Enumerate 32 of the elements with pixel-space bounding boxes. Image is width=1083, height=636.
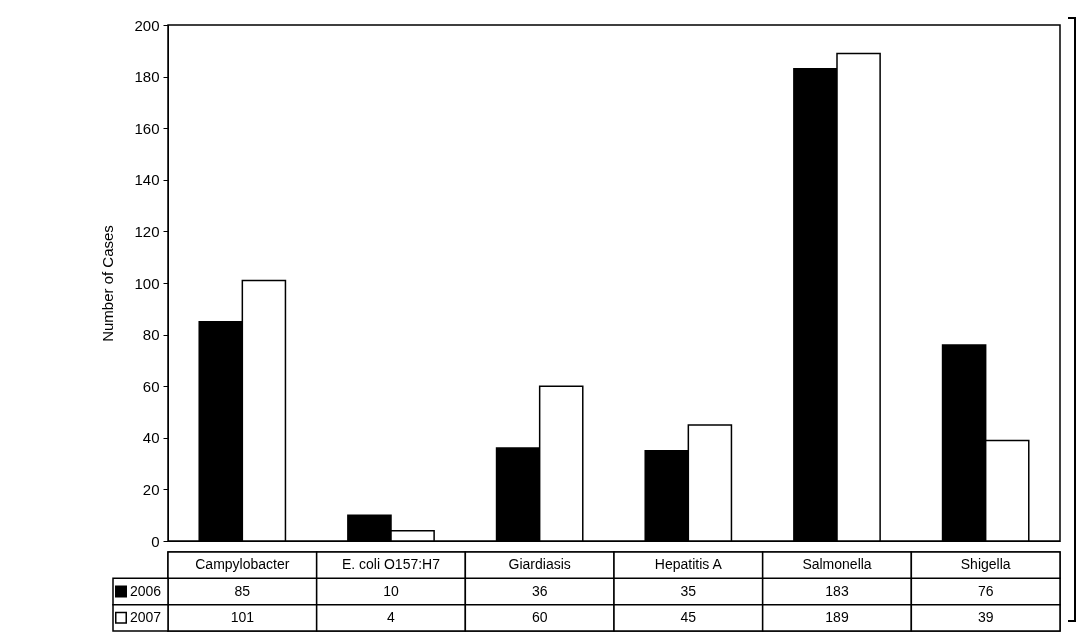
y-tick-label: 120 xyxy=(134,222,160,240)
y-tick-label: 80 xyxy=(142,326,160,344)
data-label: 39 xyxy=(977,608,994,625)
x-tick-label: Giardiasis xyxy=(508,556,571,573)
y-tick-label: 180 xyxy=(134,68,160,86)
legend-label: 2007 xyxy=(130,608,162,625)
data-label: 36 xyxy=(531,582,548,599)
x-tick-label: E. coli O157:H7 xyxy=(341,556,441,573)
data-label: 85 xyxy=(234,582,251,599)
data-label: 189 xyxy=(825,608,849,625)
data-label: 76 xyxy=(977,582,994,599)
y-axis-title: Number of Cases xyxy=(99,225,117,342)
data-label: 183 xyxy=(825,582,849,599)
data-label: 101 xyxy=(230,608,255,625)
y-tick-label: 140 xyxy=(134,171,160,189)
data-label: 10 xyxy=(383,582,399,599)
x-tick-label: Campylobacter xyxy=(195,556,290,573)
data-label: 60 xyxy=(531,608,548,625)
y-tick-label: 60 xyxy=(142,377,160,395)
y-tick-label: 40 xyxy=(142,429,160,447)
y-tick-label: 160 xyxy=(134,119,160,137)
data-label: 45 xyxy=(680,608,697,625)
x-tick-label: Salmonella xyxy=(802,556,872,573)
y-tick-label: 200 xyxy=(134,16,160,34)
y-tick-label: 100 xyxy=(134,274,160,292)
data-label: 35 xyxy=(680,582,697,599)
y-tick-label: 0 xyxy=(151,532,160,550)
y-tick-label: 20 xyxy=(142,480,160,498)
data-label: 4 xyxy=(387,608,396,625)
legend-label: 2006 xyxy=(130,582,162,599)
x-tick-label: Hepatitis A xyxy=(654,556,723,573)
x-tick-label: Shigella xyxy=(960,556,1011,573)
